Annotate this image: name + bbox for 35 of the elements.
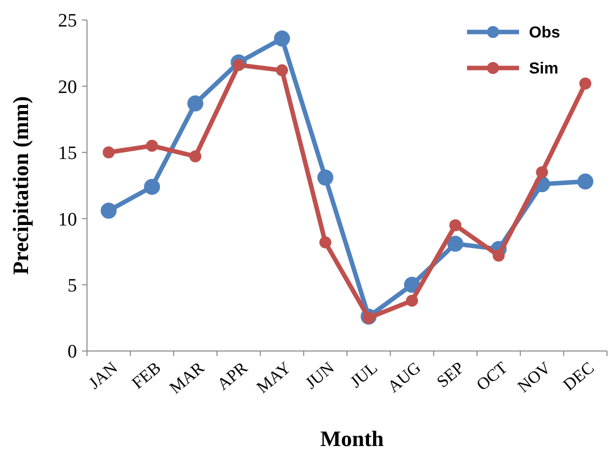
point: [187, 95, 204, 112]
x-tick-label: SEP: [433, 358, 468, 392]
y-tick-label: 20: [58, 76, 77, 98]
point: [100, 202, 117, 219]
point: [319, 236, 332, 248]
x-tick-label: APR: [214, 358, 252, 394]
point: [492, 250, 505, 262]
legend-label: Sim: [529, 60, 558, 78]
point: [447, 236, 464, 252]
point: [406, 294, 418, 307]
point: [536, 166, 548, 178]
x-tick-label: FEB: [128, 358, 164, 393]
point: [577, 174, 594, 190]
point: [449, 219, 462, 232]
point: [317, 170, 334, 186]
point: [102, 146, 115, 158]
y-tick-label: 25: [58, 10, 77, 32]
y-axis-title: Precipitation (mm): [8, 96, 33, 275]
point: [274, 30, 290, 47]
point: [276, 64, 288, 76]
x-tick-label: JAN: [84, 358, 122, 393]
x-axis-title: Month: [320, 426, 384, 451]
y-tick-label: 10: [58, 209, 77, 230]
x-tick-label: JUL: [346, 358, 382, 392]
point: [404, 276, 420, 293]
x-tick-label: OCT: [472, 358, 512, 394]
x-tick-label: JUN: [302, 358, 338, 393]
point: [144, 178, 160, 195]
legend-label: Obs: [529, 24, 560, 42]
y-tick-label: 15: [58, 143, 77, 164]
point: [579, 78, 592, 90]
point: [146, 140, 158, 152]
y-tick-label: 5: [68, 275, 77, 296]
point: [189, 150, 202, 162]
y-tick-label: 0: [68, 342, 77, 363]
